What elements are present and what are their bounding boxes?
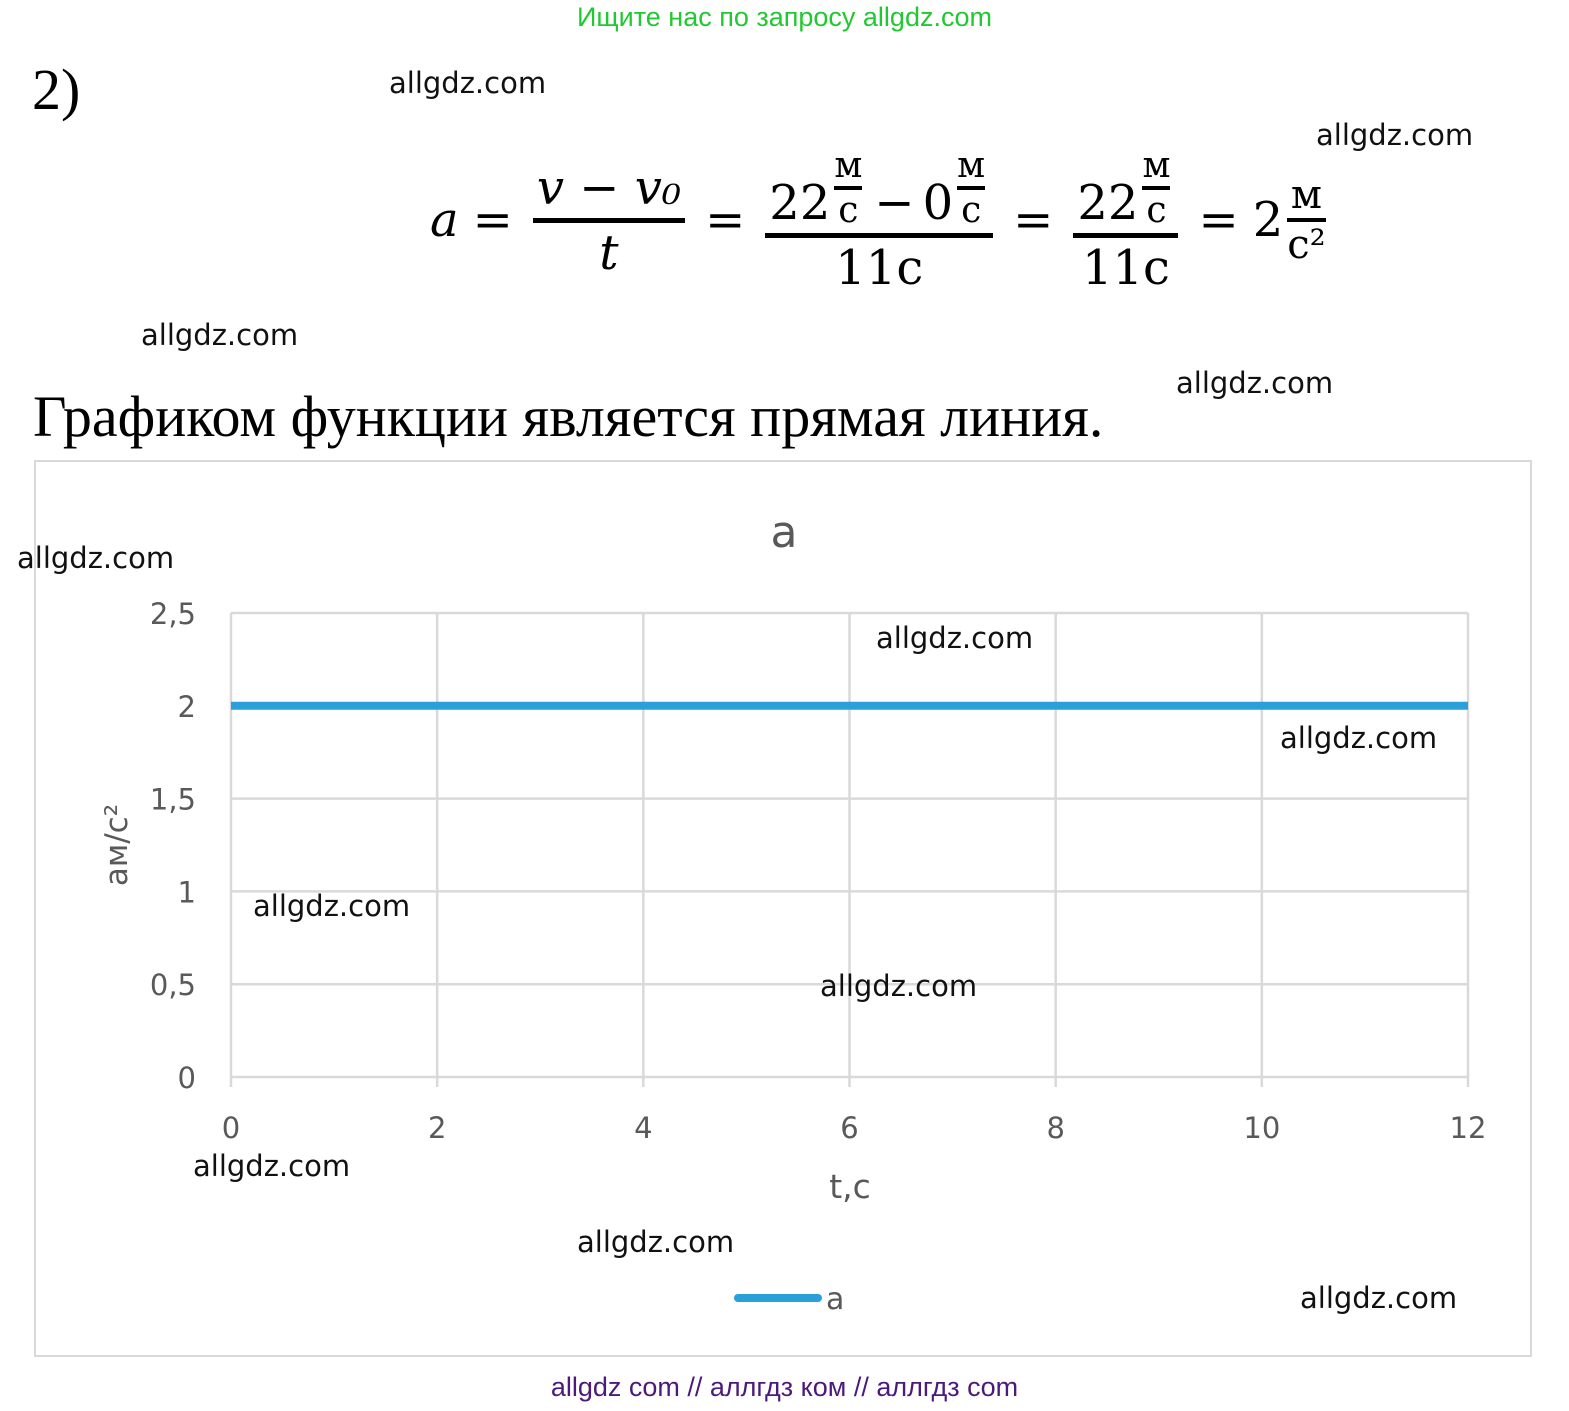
y-tick-label: 2: [178, 690, 196, 724]
y-tick-label: 0: [178, 1061, 196, 1095]
watermark: allgdz.com: [876, 621, 1034, 655]
watermark: allgdz.com: [1176, 366, 1334, 400]
result-value: 2: [1252, 192, 1284, 248]
watermark: allgdz.com: [1316, 118, 1474, 152]
x-tick-label: 2: [428, 1111, 446, 1145]
watermark: allgdz.com: [1280, 721, 1438, 755]
watermark: allgdz.com: [577, 1225, 735, 1259]
fraction-step1: v − v₀ t: [532, 160, 686, 281]
y-tick-label: 2,5: [150, 597, 196, 631]
x-tick-label: 8: [1046, 1111, 1064, 1145]
y-axis-label: aм/c²: [99, 804, 135, 886]
x-tick-label: 12: [1450, 1111, 1487, 1145]
watermark: allgdz.com: [253, 889, 411, 923]
footer-links: allgdz com // аллгдз ком // аллгдз com: [550, 1372, 1019, 1402]
chart-frame: [34, 460, 1532, 1357]
chart-grid: [229, 611, 1470, 1087]
problem-number: 2): [32, 57, 81, 122]
result-unit: м с²: [1287, 172, 1326, 268]
legend-label: a: [826, 1282, 844, 1317]
equals-sign: =: [1198, 192, 1239, 248]
formula-lhs: a: [430, 192, 459, 248]
watermark: allgdz.com: [17, 541, 175, 575]
chart-title: a: [771, 507, 798, 558]
watermark: allgdz.com: [193, 1149, 351, 1183]
x-tick-label: 0: [222, 1111, 240, 1145]
watermark: allgdz.com: [389, 66, 547, 100]
conclusion-sentence: Графиком функции является прямая линия.: [33, 384, 1104, 449]
chart-series: [231, 701, 1468, 1302]
x-axis-label: t,c: [829, 1167, 871, 1206]
y-tick-label: 1,5: [150, 783, 196, 817]
watermark: allgdz.com: [820, 969, 978, 1003]
x-tick-label: 4: [634, 1111, 652, 1145]
equals-sign: =: [472, 192, 513, 248]
chart-labels: 0 0,5 1 1,5 2 2,5 0 2 4 6 8 10 12 a a t,c aм/c²: [99, 507, 1486, 1317]
watermark: allgdz.com: [1300, 1281, 1458, 1315]
equals-sign: =: [1013, 192, 1054, 248]
y-tick-label: 1: [178, 875, 196, 909]
equals-sign: =: [705, 192, 746, 248]
watermark: allgdz.com: [141, 318, 299, 352]
y-tick-label: 0,5: [150, 968, 196, 1002]
search-banner: Ищите нас по запросу allgdz.com: [577, 2, 992, 32]
x-tick-label: 10: [1243, 1111, 1280, 1145]
x-tick-label: 6: [840, 1111, 858, 1145]
